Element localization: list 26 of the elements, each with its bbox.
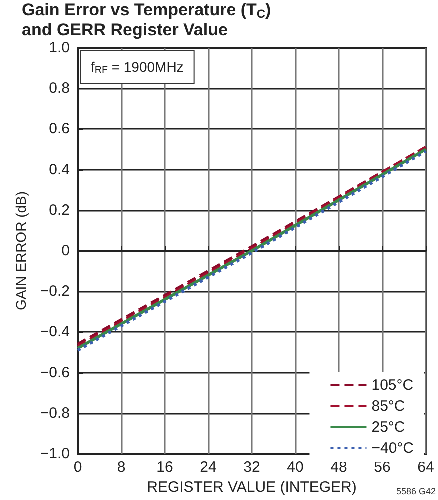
- legend-label: −40°C: [372, 440, 414, 457]
- x-tick-label: 24: [200, 459, 217, 476]
- legend-label: 105°C: [372, 377, 414, 394]
- x-tick-label: 0: [74, 459, 82, 476]
- x-tick-label: 40: [287, 459, 304, 476]
- x-tick-label: 16: [156, 459, 174, 476]
- y-tick-label: 0.4: [49, 161, 70, 178]
- y-tick-label: −0.6: [40, 364, 70, 382]
- text: 5586 G42: [396, 486, 436, 496]
- y-tick-label: −0.2: [40, 283, 70, 300]
- x-tick-label: 32: [244, 459, 260, 476]
- legend-label: 25°C: [372, 419, 406, 436]
- x-tick-label: 48: [330, 459, 348, 476]
- legend-label: 85°C: [372, 398, 406, 415]
- y-tick-label: 0.8: [49, 80, 70, 98]
- y-axis-title: GAIN ERROR (dB): [13, 191, 29, 311]
- x-tick-label: 64: [418, 459, 434, 476]
- y-tick-label: 0.2: [49, 202, 70, 219]
- y-tick-label: −0.4: [40, 324, 70, 341]
- y-tick-label: −1.0: [40, 446, 70, 462]
- x-tick-label: 8: [117, 459, 126, 476]
- x-axis-title: REGISTER VALUE (INTEGER): [147, 479, 357, 496]
- y-tick-label: 0: [62, 242, 70, 260]
- y-tick-label: −0.8: [40, 404, 70, 422]
- y-tick-label: 0.6: [49, 120, 70, 138]
- y-tick-label: 1.0: [49, 40, 70, 56]
